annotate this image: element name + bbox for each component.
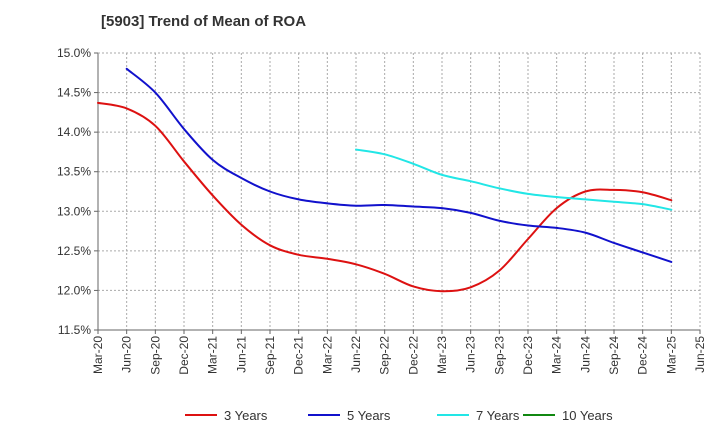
y-tick-label: 15.0% bbox=[57, 46, 91, 60]
x-tick-label: Jun-25 bbox=[693, 336, 707, 373]
legend-label-5-years: 5 Years bbox=[347, 408, 391, 423]
y-tick-label: 12.5% bbox=[57, 244, 91, 258]
y-tick-label: 12.0% bbox=[57, 283, 91, 297]
x-tick-label: Sep-23 bbox=[492, 336, 506, 375]
legend-label-3-years: 3 Years bbox=[224, 408, 268, 423]
x-tick-label: Mar-21 bbox=[206, 336, 220, 374]
plot-area bbox=[98, 53, 700, 330]
legend-label-10-years: 10 Years bbox=[562, 408, 613, 423]
x-tick-label: Dec-23 bbox=[521, 336, 535, 375]
plot-background bbox=[98, 53, 700, 330]
series-lines bbox=[97, 67, 673, 293]
x-tick-label: Mar-20 bbox=[91, 336, 105, 374]
x-tick-label: Dec-24 bbox=[636, 336, 650, 375]
x-tick-label: Sep-24 bbox=[607, 336, 621, 375]
x-tick-label: Mar-23 bbox=[435, 336, 449, 374]
x-tick-label: Mar-25 bbox=[664, 336, 678, 374]
x-tick-label: Mar-24 bbox=[550, 336, 564, 374]
x-tick-labels: Mar-20 Jun-20 Sep-20 Dec-20 Mar-21 Jun-21 Sep-… bbox=[91, 330, 707, 375]
series-line-7-years bbox=[355, 148, 673, 211]
x-tick-label: Jun-21 bbox=[234, 336, 248, 373]
x-tick-label: Dec-22 bbox=[406, 336, 420, 375]
series-line-5-years bbox=[125, 67, 673, 263]
series-line-3-years bbox=[97, 101, 673, 293]
x-tick-label: Dec-21 bbox=[292, 336, 306, 375]
y-tick-label: 14.5% bbox=[57, 86, 91, 100]
x-tick-label: Jun-20 bbox=[120, 336, 134, 373]
legend-label-7-years: 7 Years bbox=[476, 408, 520, 423]
legend: 3 Years 5 Years 7 Years 10 Years bbox=[185, 408, 613, 423]
x-tick-label: Jun-22 bbox=[349, 336, 363, 373]
x-tick-label: Jun-23 bbox=[464, 336, 478, 373]
y-tick-label: 14.0% bbox=[57, 125, 91, 139]
x-tick-label: Sep-21 bbox=[263, 336, 277, 375]
y-tick-label: 11.5% bbox=[58, 323, 91, 337]
axes bbox=[97, 52, 701, 331]
x-tick-label: Mar-22 bbox=[320, 336, 334, 374]
x-tick-label: Sep-20 bbox=[148, 336, 162, 375]
x-tick-label: Dec-20 bbox=[177, 336, 191, 375]
y-tick-label: 13.5% bbox=[57, 165, 91, 179]
chart-title: [5903] Trend of Mean of ROA bbox=[101, 13, 307, 30]
x-tick-label: Sep-22 bbox=[378, 336, 392, 375]
x-tick-label: Jun-24 bbox=[578, 336, 592, 373]
y-tick-labels: 11.5% 12.0% 12.5% 13.0% 13.5% 14.0% 14.5% 15.0% bbox=[57, 46, 98, 337]
y-tick-label: 13.0% bbox=[57, 204, 91, 218]
